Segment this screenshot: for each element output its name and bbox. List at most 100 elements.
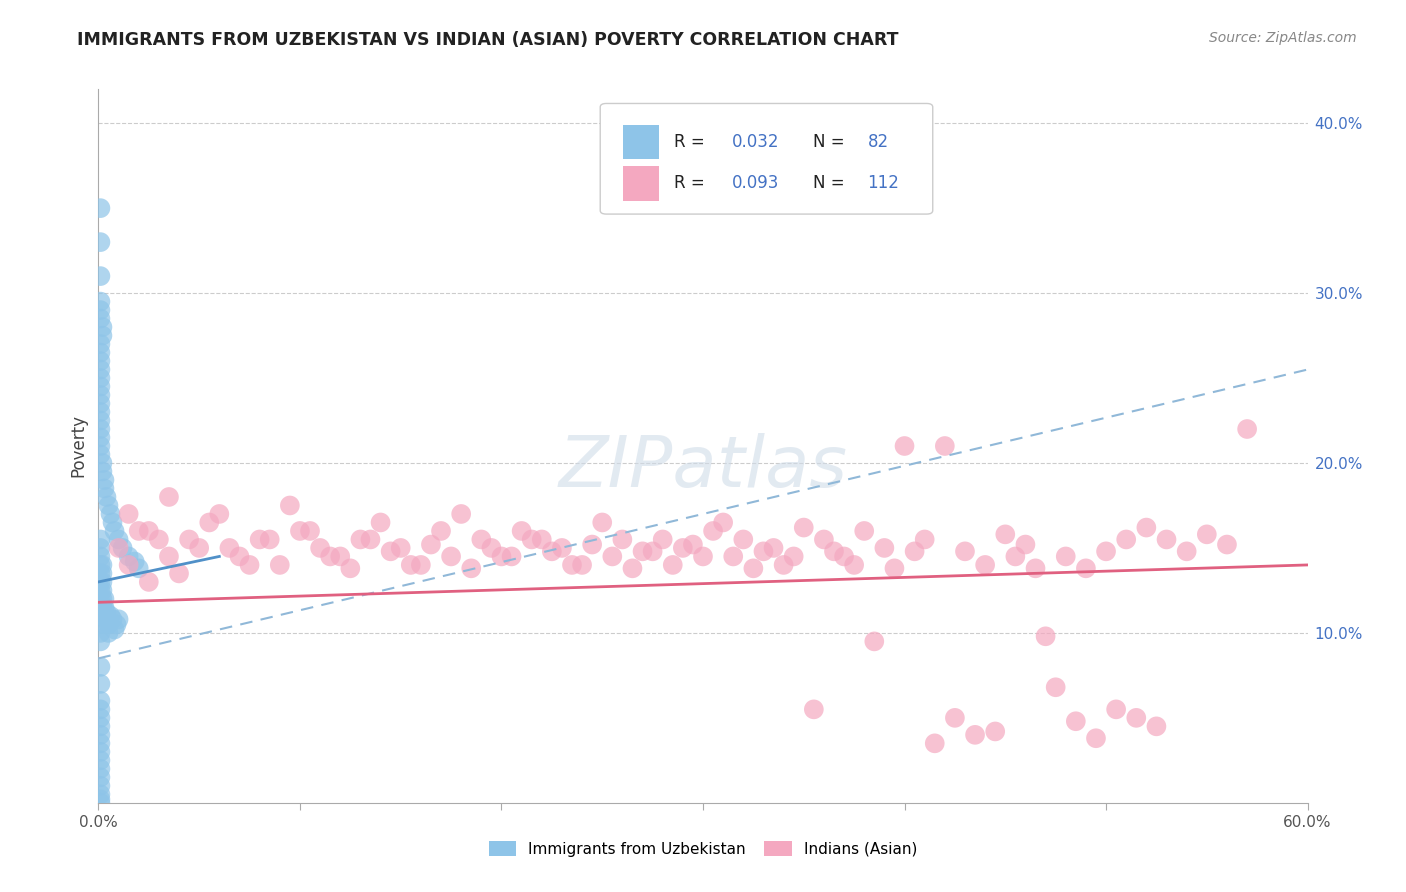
Point [711, 516, 734, 530]
Point [1195, 527, 1218, 541]
Point [965, 728, 987, 742]
Point [138, 574, 160, 589]
Point [460, 561, 482, 575]
Point [470, 533, 492, 547]
Point [138, 524, 160, 538]
Point [118, 549, 141, 564]
Point [96, 612, 118, 626]
Point [128, 524, 150, 538]
Point [97, 626, 120, 640]
Point [100, 507, 122, 521]
Point [984, 724, 1007, 739]
Point [89, 541, 111, 555]
Point [91, 600, 114, 615]
Point [621, 561, 644, 575]
Point [440, 549, 463, 564]
Point [93, 608, 115, 623]
Point [249, 533, 271, 547]
Point [228, 549, 250, 564]
Point [501, 549, 523, 564]
Point [89, 354, 111, 368]
Point [288, 524, 311, 538]
Point [853, 524, 876, 538]
Point [93, 482, 115, 496]
Point [1175, 544, 1198, 558]
Point [105, 617, 128, 632]
Point [1074, 561, 1097, 575]
Point [89, 745, 111, 759]
Point [1146, 719, 1168, 733]
Point [651, 533, 673, 547]
Point [89, 719, 111, 733]
Point [409, 558, 432, 572]
Point [91, 591, 114, 606]
Text: ZIPatlas: ZIPatlas [558, 433, 848, 502]
Point [278, 499, 301, 513]
Point [91, 465, 114, 479]
Point [89, 269, 111, 284]
Point [179, 533, 201, 547]
Point [89, 362, 111, 376]
Text: N =: N = [813, 133, 849, 151]
Point [91, 456, 114, 470]
Point [1115, 533, 1137, 547]
Point [188, 541, 211, 555]
Point [107, 612, 129, 626]
Point [107, 541, 129, 555]
Point [91, 320, 114, 334]
Point [101, 612, 124, 626]
Point [641, 544, 664, 558]
Point [631, 544, 654, 558]
Point [943, 711, 966, 725]
Point [1035, 629, 1057, 643]
Point [953, 544, 976, 558]
Point [93, 600, 115, 615]
Point [91, 608, 114, 623]
Point [89, 345, 111, 359]
Point [91, 558, 114, 572]
Point [581, 537, 603, 551]
Text: Source: ZipAtlas.com: Source: ZipAtlas.com [1209, 31, 1357, 45]
Point [591, 516, 613, 530]
Point [89, 201, 111, 215]
Point [491, 549, 513, 564]
Point [309, 541, 332, 555]
Point [1135, 520, 1157, 534]
Point [1054, 549, 1077, 564]
Point [1125, 711, 1147, 725]
Point [823, 544, 845, 558]
Point [974, 558, 997, 572]
Text: IMMIGRANTS FROM UZBEKISTAN VS INDIAN (ASIAN) POVERTY CORRELATION CHART: IMMIGRANTS FROM UZBEKISTAN VS INDIAN (AS… [77, 31, 898, 49]
Point [803, 702, 825, 716]
Point [752, 544, 775, 558]
Point [89, 311, 111, 326]
Point [904, 544, 927, 558]
Point [844, 558, 866, 572]
Point [612, 533, 634, 547]
Point [399, 558, 422, 572]
Point [89, 533, 111, 547]
Text: 0.093: 0.093 [733, 175, 779, 193]
Point [107, 533, 129, 547]
Point [91, 583, 114, 598]
Point [89, 591, 111, 606]
Point [1156, 533, 1178, 547]
Point [239, 558, 262, 572]
Text: 82: 82 [868, 133, 889, 151]
Point [893, 439, 915, 453]
Point [89, 634, 111, 648]
Point [733, 533, 755, 547]
Point [793, 520, 815, 534]
Bar [623, 125, 659, 159]
Bar [623, 166, 659, 201]
Text: 112: 112 [868, 175, 900, 193]
Point [682, 537, 704, 551]
Point [551, 541, 574, 555]
Point [420, 537, 443, 551]
Point [89, 379, 111, 393]
Point [89, 294, 111, 309]
Point [89, 549, 111, 564]
Point [702, 524, 724, 538]
Point [91, 566, 114, 581]
Point [118, 558, 141, 572]
